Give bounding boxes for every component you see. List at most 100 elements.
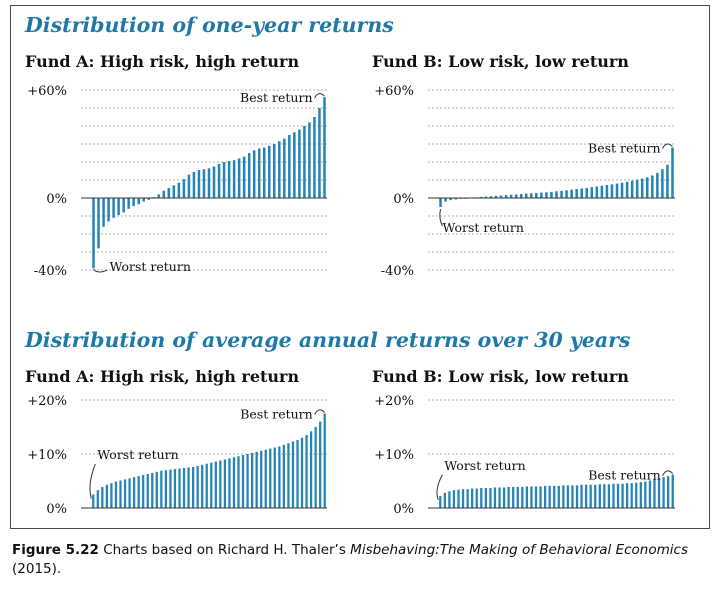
bar [589,484,592,508]
bar [177,182,181,198]
bar [600,185,604,198]
bar [651,175,654,198]
bar [114,481,118,508]
panel-title-fund-b-thirty-year: Fund B: Low risk, low return [372,367,629,386]
bar [671,474,674,508]
bar [227,161,231,198]
bar [575,485,579,508]
bar [439,496,442,508]
caption-figure-label: Figure 5.22 [12,542,99,558]
charts-canvas: +60% 0% -40% Best return Worst return +60% 0% -… [27,84,675,517]
bar [580,484,583,508]
bar [530,486,533,508]
bar [484,196,488,198]
worst-return-leader [93,268,108,273]
bar [117,198,120,216]
bar [524,193,528,198]
worst-return-label: Worst return [110,259,191,274]
bar [553,485,556,508]
bar [534,486,538,508]
best-return-leader [314,409,326,415]
bar [566,485,570,508]
bar [142,198,145,202]
best-return-label: Best return [588,468,660,483]
bar [571,485,574,508]
bar [232,160,236,198]
bar [493,487,497,508]
bar [625,181,629,198]
bar [626,483,629,508]
bar [147,198,150,200]
bar [607,484,611,508]
bar [489,196,493,198]
bar [246,454,249,508]
y-tick-label: 0% [393,502,414,517]
bar [97,198,100,249]
bar [519,194,523,198]
bar [296,439,299,508]
bar [498,487,501,508]
bar [584,484,588,508]
bar [128,478,131,508]
bar [287,443,290,508]
bar [228,458,231,508]
bar [502,487,506,508]
best-return-label: Best return [240,407,312,422]
bar [444,198,447,202]
bar [155,471,158,508]
bar [550,191,553,198]
bar [273,447,276,508]
bar [232,457,236,508]
figure-caption: Figure 5.22 Charts based on Richard H. T… [12,541,702,579]
bar [530,193,533,198]
bar [217,163,221,198]
bar [293,132,296,198]
bar [110,483,113,508]
bar [646,177,649,198]
bar [671,147,674,198]
bar [585,187,589,198]
bar [454,198,457,200]
bar [635,179,639,198]
bar [197,170,201,198]
bar [182,468,186,508]
caption-text-after: (2015). [12,561,62,577]
bar [92,494,95,508]
bar [247,153,251,198]
bar [548,485,551,508]
y-tick-label: +60% [27,84,67,99]
bar [449,198,452,201]
bar [187,467,190,508]
bar [201,464,204,508]
bar [560,190,563,198]
y-tick-label: +10% [374,448,414,463]
bar [319,421,322,508]
bar [543,485,547,508]
section-title-one-year: Distribution of one-year returns [25,13,394,37]
bar [667,476,670,508]
bar [160,470,163,508]
bar [167,188,171,198]
bar [309,431,313,508]
bar [595,186,599,198]
worst-return-leader [89,463,96,499]
bar [187,174,191,198]
bar [489,488,492,508]
bar [241,455,245,508]
bar [461,489,465,508]
bar [191,466,195,508]
bar [162,190,166,198]
bar [475,488,478,508]
y-tick-label: 0% [393,192,414,207]
bar [157,194,161,198]
bar [565,190,568,198]
bar [323,413,326,508]
bar [262,147,266,198]
bar [507,486,510,508]
bar [653,479,656,508]
bar [96,490,99,508]
bar [656,172,659,198]
bar [214,461,217,508]
best-return-label: Best return [588,141,660,156]
caption-text-before: Charts based on Richard H. Thaler’s [98,542,351,558]
